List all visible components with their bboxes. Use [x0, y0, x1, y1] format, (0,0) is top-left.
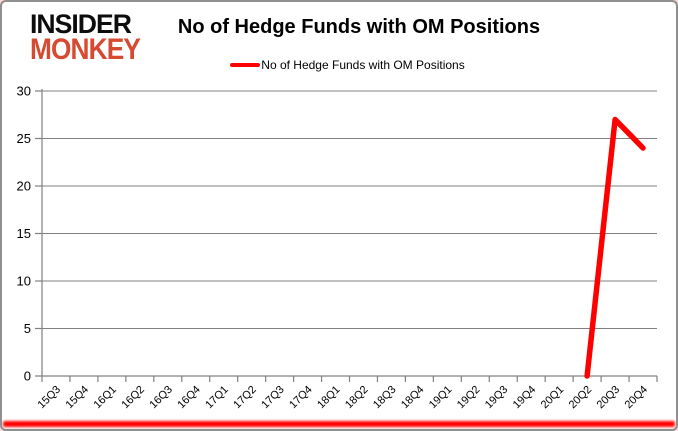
logo-text-monkey: MONKEY	[30, 33, 141, 63]
x-axis-label: 19Q4	[511, 384, 539, 412]
x-axis-label: 18Q1	[315, 384, 343, 412]
x-axis-label: 17Q2	[231, 384, 259, 412]
legend-label: No of Hedge Funds with OM Positions	[261, 58, 465, 72]
x-axis-label: 16Q1	[91, 384, 119, 412]
y-axis-label: 25	[17, 131, 31, 146]
x-axis-label: 17Q4	[287, 384, 315, 412]
x-axis-label: 18Q4	[399, 384, 427, 412]
y-axis-label: 10	[17, 274, 31, 289]
x-axis-label: 19Q3	[483, 384, 511, 412]
x-axis-label: 18Q3	[371, 384, 399, 412]
x-axis-label: 20Q4	[623, 384, 651, 412]
logo-text-insider: INSIDER	[30, 11, 131, 39]
y-axis-label: 0	[24, 369, 31, 384]
x-axis-label: 20Q3	[595, 384, 623, 412]
insider-monkey-logo: INSIDER MONKEY	[30, 11, 142, 63]
x-axis-label: 15Q3	[36, 384, 64, 412]
y-axis-label: 30	[17, 84, 31, 99]
series-line	[584, 116, 646, 379]
x-axis-label: 20Q2	[567, 384, 595, 412]
x-axis-label: 18Q2	[343, 384, 371, 412]
x-axis-label: 17Q3	[259, 384, 287, 412]
x-axis-label: 15Q4	[64, 384, 92, 412]
y-axis-label: 20	[17, 179, 31, 194]
chart-title: No of Hedge Funds with OM Positions	[177, 16, 541, 38]
y-axis-label: 15	[17, 226, 31, 241]
x-axis-label: 20Q1	[539, 384, 567, 412]
x-axis-label: 16Q2	[119, 384, 147, 412]
x-axis-label: 19Q1	[427, 384, 455, 412]
red-bottom-bar	[3, 421, 675, 427]
legend-line-marker	[230, 63, 261, 67]
x-axis-label: 17Q1	[203, 384, 231, 412]
x-axis-label: 16Q4	[175, 384, 203, 412]
legend: No of Hedge Funds with OM Positions	[42, 58, 653, 72]
y-axis-label: 5	[24, 321, 31, 336]
x-axis-label: 16Q3	[147, 384, 175, 412]
x-axis-label: 19Q2	[455, 384, 483, 412]
